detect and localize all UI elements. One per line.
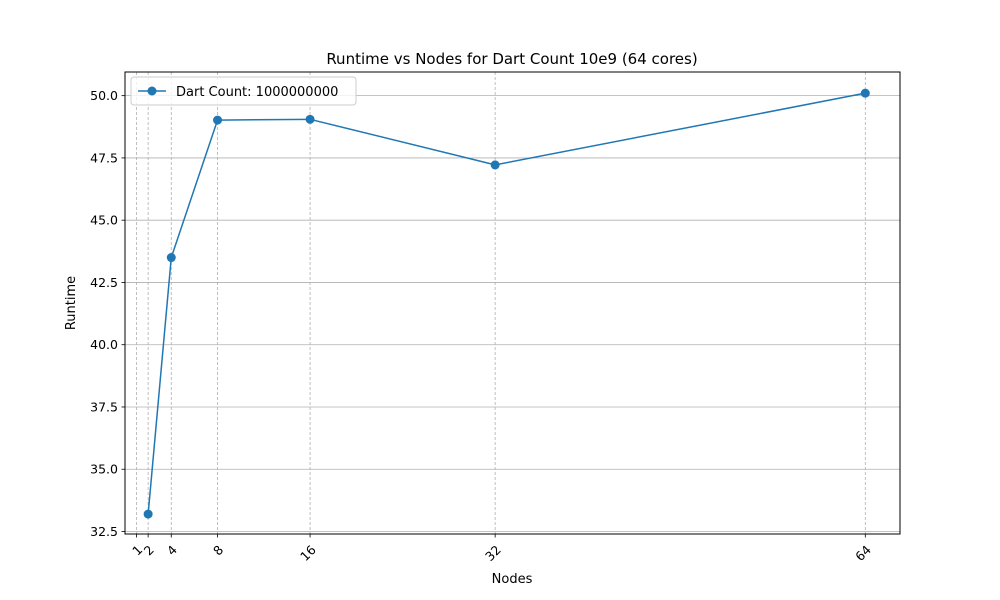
plot-frame [124,71,901,535]
y-tick-label: 35.0 [90,462,118,477]
legend-box [130,76,357,106]
y-tick-label: 40.0 [90,337,118,352]
y-tick-label: 37.5 [90,399,118,414]
data-point [166,253,176,263]
data-point [860,88,870,98]
x-axis-label: Nodes [492,572,533,587]
data-point [305,114,315,124]
data-point [213,115,223,125]
y-axis-label: Runtime [64,276,79,330]
y-tick-label: 32.5 [90,524,118,539]
data-point [490,160,500,170]
legend: Dart Count: 1000000000 [130,76,357,106]
y-tick-label: 50.0 [90,88,118,103]
y-tick-label: 42.5 [90,275,118,290]
series-layer [143,88,870,519]
chart-title: Runtime vs Nodes for Dart Count 10e9 (64… [326,50,697,68]
series-line [147,92,866,515]
y-tick-label: 45.0 [90,213,118,228]
y-tick-label: 47.5 [90,150,118,165]
legend-marker-swatch [147,86,157,96]
legend-entry-label: Dart Count: 1000000000 [176,85,338,100]
data-point [143,509,153,519]
